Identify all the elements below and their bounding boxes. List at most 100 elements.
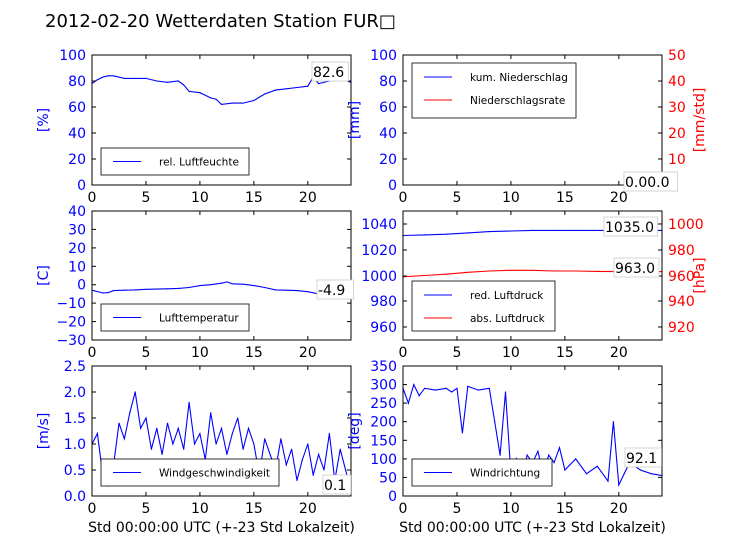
x-tick-label: 20: [610, 345, 628, 361]
data-point: [242, 448, 244, 450]
data-point: [107, 75, 109, 77]
data-point: [424, 387, 426, 389]
x-tick-label: 0: [88, 345, 97, 361]
data-point: [296, 86, 298, 89]
data-point: [231, 433, 233, 435]
data-point: [220, 103, 223, 105]
data-point: [226, 453, 228, 455]
data-point: [607, 480, 609, 482]
legend: Lufttemperatur: [100, 303, 250, 332]
data-point: [199, 285, 201, 287]
y-tick-label: 350: [370, 359, 397, 375]
y-tick-label: 60: [68, 100, 86, 116]
y-tick-label: 0.5: [64, 463, 86, 479]
data-point: [145, 417, 147, 419]
x-tick-label: 0: [399, 501, 408, 517]
data-point: [488, 231, 490, 233]
data-point: [210, 284, 212, 286]
data-point: [451, 391, 453, 393]
data-point: [285, 289, 287, 291]
data-point: [96, 79, 98, 81]
data-point: [172, 443, 174, 445]
x-tick-label: 5: [141, 501, 150, 517]
data-point: [134, 289, 136, 291]
y-tick-label-right: 40: [668, 74, 686, 90]
data-point: [177, 80, 179, 82]
y-tick-label: 1000: [361, 269, 397, 285]
y-tick-label: 20: [68, 152, 86, 168]
data-point: [467, 232, 469, 234]
data-point: [242, 102, 244, 104]
data-point: [237, 417, 239, 419]
data-point: [445, 233, 447, 235]
data-point: [183, 84, 185, 86]
data-point: [301, 459, 303, 461]
data-point: [639, 469, 642, 471]
x-tick-label: 15: [556, 501, 574, 517]
y-tick-label: 1020: [361, 243, 397, 259]
x-tick-label: 20: [299, 345, 317, 361]
data-point: [650, 473, 652, 475]
data-point: [253, 443, 255, 445]
y-tick-label-right: 960: [668, 269, 695, 285]
data-point: [96, 433, 98, 435]
y-tick-label: 20: [68, 241, 86, 257]
x-tick-label: 10: [191, 345, 209, 361]
data-point: [188, 401, 190, 403]
legend-label: Lufttemperatur: [159, 313, 239, 325]
data-point: [488, 270, 490, 272]
data-point: [494, 421, 496, 423]
x-tick-label: 5: [452, 501, 461, 517]
y-tick-label: 0.0: [64, 489, 86, 505]
data-point: [558, 447, 561, 449]
data-point: [526, 454, 528, 456]
plot-frame: [91, 54, 352, 186]
data-point: [123, 438, 125, 440]
x-tick-label: 15: [245, 501, 263, 517]
data-point: [210, 412, 212, 414]
y-tick-label: 100: [370, 452, 397, 468]
legend: Windgeschwindigkeit: [100, 458, 280, 487]
data-point: [134, 77, 136, 79]
data-point: [618, 484, 620, 486]
y-tick-label: 250: [370, 396, 397, 412]
y-tick-label: 30: [68, 222, 86, 238]
y-tick-label: 300: [370, 378, 397, 394]
legend-label: rel. Luftfeuchte: [159, 157, 239, 169]
x-tick-label: 15: [556, 190, 574, 206]
data-point: [150, 448, 152, 450]
data-point: [296, 290, 298, 292]
value-annotation: 82.6: [313, 65, 344, 81]
data-point: [339, 448, 341, 450]
data-point: [434, 389, 436, 391]
y-tick-label: 0: [77, 278, 86, 294]
data-point: [553, 229, 555, 231]
y-axis-label: [C]: [36, 265, 52, 286]
x-tick-label: 15: [245, 345, 263, 361]
data-point: [456, 387, 458, 389]
y-axis-label-right: [hPa]: [692, 257, 708, 293]
data-point: [424, 274, 426, 277]
value-annotation: 0.1: [324, 478, 346, 494]
x-tick-label: 0: [399, 190, 408, 206]
y-tick-label: 40: [68, 204, 86, 220]
data-point: [274, 289, 277, 291]
legend: Windrichtung: [411, 458, 553, 487]
y-axis-label: [deg]: [347, 412, 363, 449]
data-point: [504, 391, 507, 393]
y-tick-label-right: 10: [668, 152, 686, 168]
chart-panel-pressure: 0 5 10 15 20 960 980 1000 1020 1040 920 940 960 980 10…: [361, 210, 708, 361]
data-point: [585, 473, 588, 475]
data-point: [118, 422, 120, 424]
y-tick-label: 200: [370, 415, 397, 431]
data-point: [345, 469, 347, 471]
data-point: [564, 469, 566, 471]
x-tick-label: 15: [556, 345, 574, 361]
data-point: [328, 433, 330, 435]
series-line-humidity-0: [91, 75, 352, 105]
x-tick-label: 20: [299, 190, 317, 206]
legend-label: Niederschlagsrate: [470, 95, 565, 107]
legend-box: [411, 280, 556, 332]
data-point: [123, 289, 125, 291]
